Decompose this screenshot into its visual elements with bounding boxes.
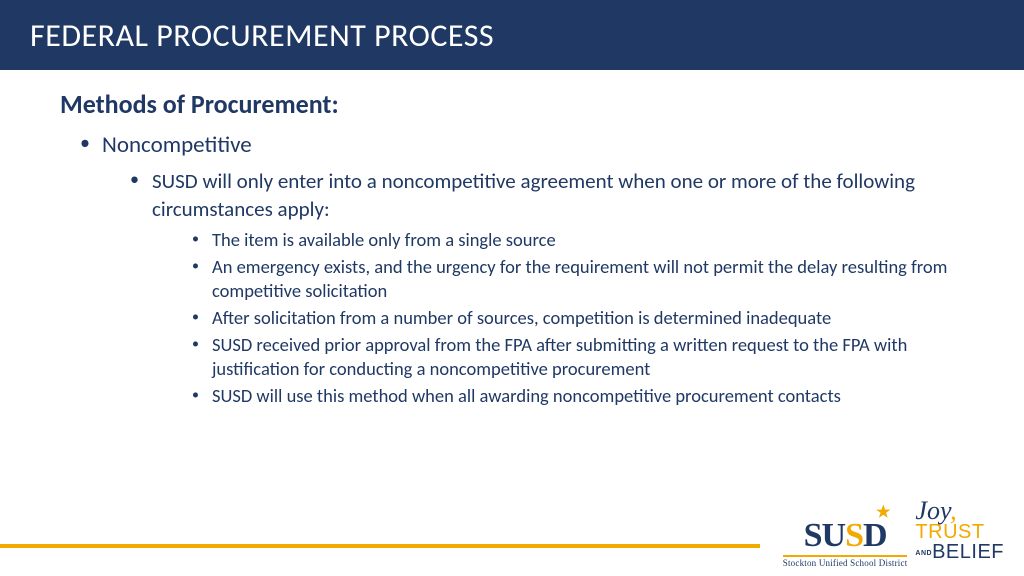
section-heading: Methods of Procurement: <box>60 88 964 120</box>
list-item: SUSD will use this method when all award… <box>192 384 964 408</box>
star-icon: ★ <box>876 505 889 521</box>
bullet-list-l1: Noncompetitive SUSD will only enter into… <box>60 130 964 408</box>
joy-trust-belief-logo: Joy, TRUST ANDBELIEF <box>915 499 1004 568</box>
list-item: After solicitation from a number of sour… <box>192 306 964 330</box>
trust-text: TRUST <box>915 522 1004 542</box>
logo-area: ★ SUSD Stockton Unified School District … <box>783 499 1004 568</box>
title-bar: FEDERAL PROCUREMENT PROCESS <box>0 0 1024 70</box>
susd-wordmark: ★ SUSD <box>783 519 908 553</box>
belief-text: BELIEF <box>932 541 1004 563</box>
belief-line: ANDBELIEF <box>915 542 1004 562</box>
list-item: SUSD will only enter into a noncompetiti… <box>130 167 964 408</box>
list-item: The item is available only from a single… <box>192 228 964 252</box>
bullet-list-l3: The item is available only from a single… <box>152 228 964 408</box>
susd-logo: ★ SUSD Stockton Unified School District <box>783 519 908 568</box>
list-item: An emergency exists, and the urgency for… <box>192 255 964 303</box>
susd-subtitle: Stockton Unified School District <box>783 555 908 568</box>
list-item: SUSD received prior approval from the FP… <box>192 333 964 381</box>
footer-rule <box>0 544 760 548</box>
joy-text: Joy, <box>915 499 1004 522</box>
l1-text: Noncompetitive <box>102 131 252 159</box>
and-text: AND <box>915 550 932 557</box>
l2-text: SUSD will only enter into a noncompetiti… <box>152 168 915 222</box>
content-area: Methods of Procurement: Noncompetitive S… <box>0 70 1024 408</box>
bullet-list-l2: SUSD will only enter into a noncompetiti… <box>102 167 964 408</box>
slide-title: FEDERAL PROCUREMENT PROCESS <box>30 16 494 55</box>
list-item: Noncompetitive SUSD will only enter into… <box>80 130 964 408</box>
